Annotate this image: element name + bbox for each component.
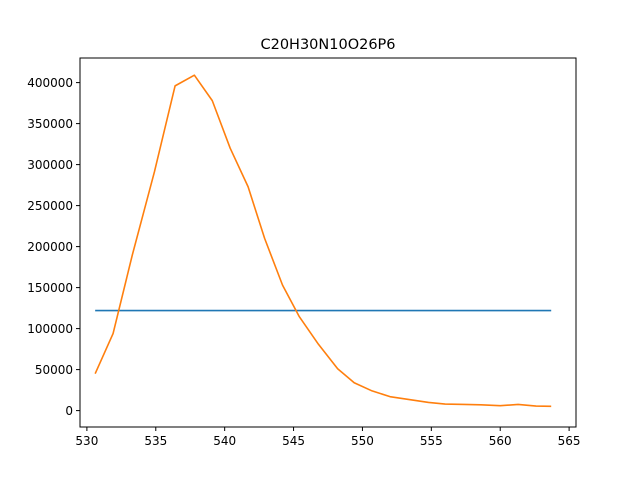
x-axis: 530 535 540 545 550 555 560 565 xyxy=(75,427,581,448)
x-tick-label: 550 xyxy=(351,434,374,448)
x-tick-label: 535 xyxy=(144,434,167,448)
x-tick-label: 545 xyxy=(282,434,305,448)
x-tick-label: 560 xyxy=(489,434,512,448)
x-tick-label: 540 xyxy=(213,434,236,448)
y-tick-label: 100000 xyxy=(27,322,73,336)
x-tick-label: 555 xyxy=(420,434,443,448)
y-tick-label: 50000 xyxy=(35,363,73,377)
chart-title: C20H30N10O26P6 xyxy=(260,37,395,53)
series-1 xyxy=(94,74,552,408)
y-tick-label: 400000 xyxy=(27,76,73,90)
y-tick-label: 150000 xyxy=(27,281,73,295)
y-tick-label: 0 xyxy=(65,404,73,418)
y-tick-label: 350000 xyxy=(27,117,73,131)
series-layer xyxy=(94,74,552,408)
x-tick-label: 565 xyxy=(558,434,581,448)
y-tick-label: 300000 xyxy=(27,158,73,172)
plot-area-frame xyxy=(79,57,577,428)
series-line xyxy=(94,74,552,408)
y-tick-label: 250000 xyxy=(27,199,73,213)
x-tick-label: 530 xyxy=(75,434,98,448)
y-tick-label: 200000 xyxy=(27,240,73,254)
y-axis: 0 50000 100000 150000 200000 250000 300000 3500… xyxy=(27,76,80,418)
